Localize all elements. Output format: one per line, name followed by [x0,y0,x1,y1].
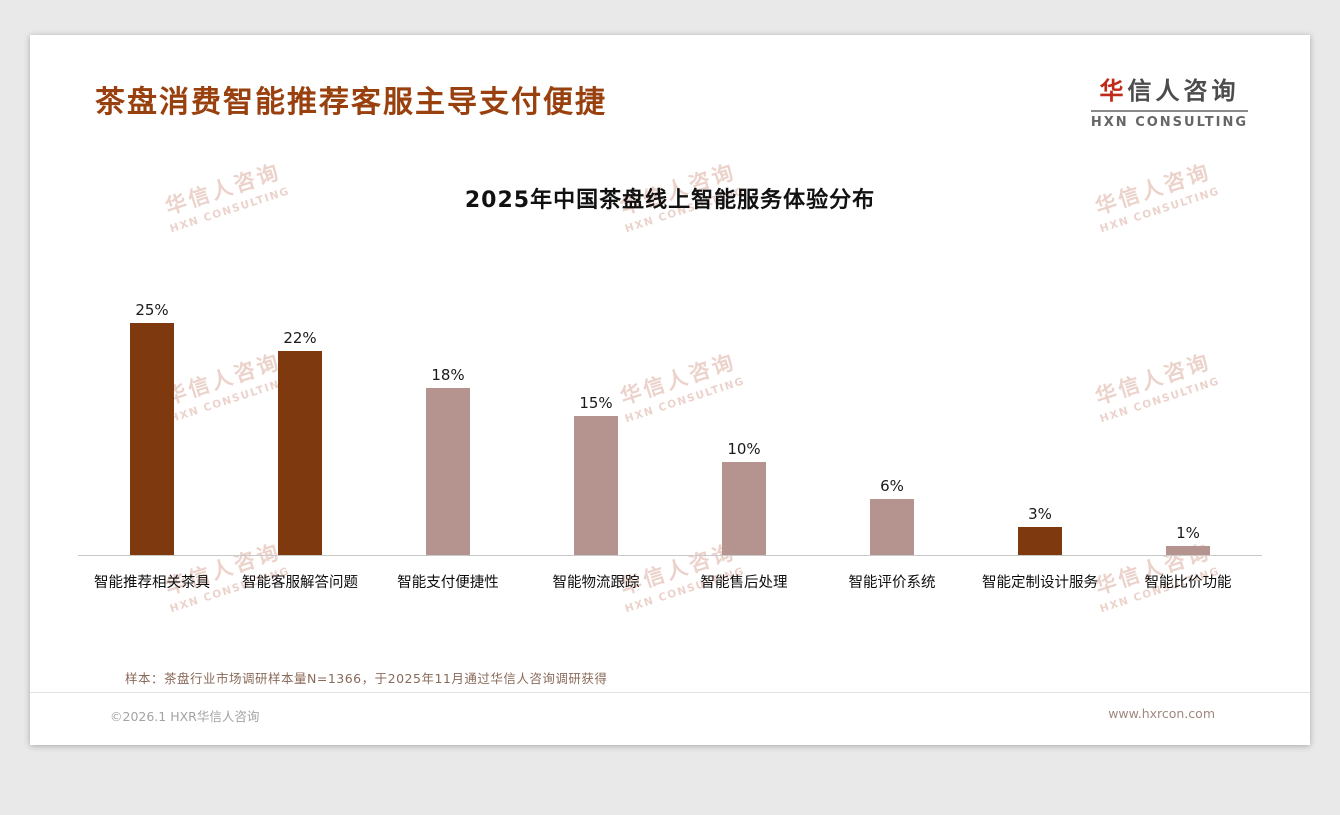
header: 茶盘消费智能推荐客服主导支付便捷 华信人咨询 HXN CONSULTING [30,35,1310,130]
bar [426,387,470,555]
company-logo: 华信人咨询 HXN CONSULTING [1090,71,1248,130]
bar [130,323,174,555]
report-card: 华信人咨询 HXN CONSULTING 华信人咨询 HXN CONSULTING 华信… [30,35,1310,745]
category-label: 智能支付便捷性 [397,575,499,591]
bar-value-label: 3% [1028,505,1052,524]
bar-value-label: 10% [727,440,761,459]
footer: ©2026.1 HXR华信人咨询 www.hxrcon.com [30,692,1310,745]
plot-area: 25% 22% 18% 15% 10% 6% 3% 1% [78,300,1262,556]
bar-column: 18% [374,366,522,555]
bar [722,462,766,555]
bar-value-label: 1% [1176,523,1200,542]
chart-title: 2025年中国茶盘线上智能服务体验分布 [464,188,876,213]
bar [574,415,618,555]
copyright-text: ©2026.1 HXR华信人咨询 [110,709,260,724]
bar-column: 1% [1114,524,1262,555]
bar-column: 3% [966,505,1114,555]
category-label: 智能比价功能 [1144,575,1232,591]
category-axis: 智能推荐相关茶具 智能客服解答问题 智能支付便捷性 智能物流跟踪 智能售后处理 智能评价系… [78,556,1262,592]
website-url: www.hxrcon.com [1108,706,1215,721]
bar-column: 6% [818,477,966,555]
bar-column: 22% [226,329,374,555]
page-title: 茶盘消费智能推荐客服主导支付便捷 [95,85,607,120]
bar-column: 15% [522,394,670,555]
logo-english-name: HXN CONSULTING [1090,115,1248,130]
bar-value-label: 22% [283,328,317,347]
bar [1018,527,1062,555]
bar-value-label: 18% [431,365,465,384]
bar [278,350,322,555]
bar-value-label: 6% [880,477,904,496]
category-label: 智能售后处理 [700,575,788,591]
category-label: 智能推荐相关茶具 [94,575,210,591]
category-label: 智能物流跟踪 [552,575,640,591]
bar-value-label: 25% [135,301,169,319]
bar-value-label: 15% [579,393,613,412]
sample-note: 样本：茶盘行业市场调研样本量N=1366，于2025年11月通过华信人咨询调研获… [125,671,608,686]
category-label: 智能评价系统 [848,575,936,591]
bar [870,499,914,555]
bar [1166,545,1210,555]
bar-column: 25% [78,301,226,555]
bar-column: 10% [670,440,818,555]
category-label: 智能客服解答问题 [242,575,358,591]
bar-chart: 25% 22% 18% 15% 10% 6% 3% 1% 智能推荐相关茶具 智能客服解答问题 智能… [30,300,1310,592]
category-label: 智能定制设计服务 [982,575,1098,591]
logo-chinese-name: 华信人咨询 [1090,71,1248,112]
